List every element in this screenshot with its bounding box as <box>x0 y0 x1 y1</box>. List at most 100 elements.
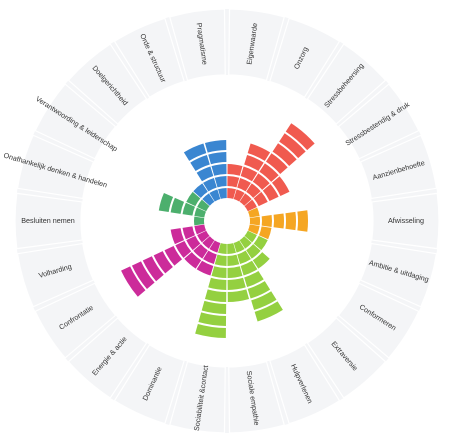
bar-cell <box>203 177 217 192</box>
label-segment <box>228 8 286 82</box>
bar-cell <box>227 176 240 188</box>
bar-cell <box>246 244 261 259</box>
bar-cell <box>196 260 214 276</box>
bar-cell <box>227 164 243 176</box>
label-segment <box>113 343 185 425</box>
bar-cell <box>251 291 277 310</box>
bar-cell <box>237 250 251 265</box>
bar-cell <box>153 251 173 274</box>
bar-cell <box>202 193 215 206</box>
bar-cell <box>193 183 208 198</box>
label-segment <box>168 360 226 434</box>
label-segment <box>168 8 226 82</box>
bars-layer <box>121 123 315 338</box>
label-segment <box>337 282 420 359</box>
bar-cell <box>202 236 215 249</box>
bar-cell <box>186 235 201 251</box>
bar-cell <box>271 176 290 196</box>
label-segment <box>306 317 387 399</box>
bar-cell <box>184 252 202 269</box>
label-segment <box>359 242 438 308</box>
bar-cell <box>246 183 261 198</box>
bar-cell <box>247 281 271 299</box>
bar-cell <box>195 323 226 338</box>
bar-cell <box>208 152 227 165</box>
bar-cell <box>285 211 296 231</box>
label-segment <box>306 43 387 125</box>
bar-cell <box>244 230 257 243</box>
bar-cell <box>203 250 217 265</box>
bar-cell <box>227 277 246 290</box>
bar-cell <box>193 216 205 226</box>
bar-cell <box>273 213 285 229</box>
label-segment <box>269 17 341 99</box>
bar-cell <box>252 252 270 269</box>
bar-cell <box>170 228 185 245</box>
bar-cell <box>259 163 279 182</box>
bar-cell <box>196 166 214 182</box>
bar-cell <box>261 215 272 227</box>
bar-cell <box>131 261 155 289</box>
bar-cell <box>142 256 164 282</box>
bar-cell <box>182 202 196 216</box>
bar-cell <box>285 123 315 151</box>
bar-cell <box>253 235 268 251</box>
bar-cell <box>248 224 260 235</box>
bar-cell <box>244 199 257 212</box>
bar-cell <box>254 301 283 322</box>
bar-cell <box>183 143 207 161</box>
bar-cell <box>240 260 258 276</box>
label-segment <box>359 134 438 200</box>
bar-cell <box>237 177 251 192</box>
bar-cell <box>208 277 227 290</box>
label-segment <box>113 17 185 99</box>
bar-cell <box>204 140 227 153</box>
bar-cell <box>209 189 221 202</box>
category-label: Afwisseling <box>388 216 424 225</box>
bar-cell <box>175 240 192 258</box>
bar-cell <box>227 254 240 266</box>
bar-cell <box>218 243 227 254</box>
bar-cell <box>197 230 210 243</box>
bar-cell <box>218 188 227 199</box>
bar-cell <box>233 189 245 202</box>
bar-cell <box>214 176 227 188</box>
bar-cell <box>186 191 201 207</box>
bar-cell <box>244 154 264 172</box>
bar-cell <box>258 226 272 240</box>
bar-cell <box>227 243 236 254</box>
bar-cell <box>170 197 185 214</box>
bar-cell <box>244 270 264 288</box>
bar-cell <box>249 216 261 226</box>
bar-cell <box>253 191 268 207</box>
label-segment <box>16 242 95 308</box>
bar-cell <box>279 133 306 159</box>
bar-cell <box>193 244 208 259</box>
label-segment <box>337 83 420 160</box>
bar-cell <box>297 210 309 232</box>
bar-cell <box>182 226 196 240</box>
bar-cell <box>194 224 206 235</box>
bar-cell <box>227 188 236 199</box>
bar-cell <box>194 207 206 218</box>
bar-cell <box>204 289 227 302</box>
category-label: Besluiten nemen <box>21 216 75 225</box>
label-segment <box>34 282 117 359</box>
bar-cell <box>227 289 250 302</box>
bar-cell <box>265 153 288 174</box>
label-segment <box>16 134 95 200</box>
bar-cell <box>121 266 146 297</box>
label-ring <box>14 8 440 434</box>
label-segment <box>34 83 117 160</box>
bar-cell <box>262 184 279 202</box>
bar-cell <box>272 143 297 167</box>
bar-cell <box>227 266 243 278</box>
bar-cell <box>209 240 221 253</box>
bar-cell <box>190 154 210 172</box>
bar-area <box>81 75 373 367</box>
bar-cell <box>233 240 245 253</box>
label-segment <box>269 343 341 425</box>
bar-cell <box>239 236 252 249</box>
bar-cell <box>201 300 227 314</box>
